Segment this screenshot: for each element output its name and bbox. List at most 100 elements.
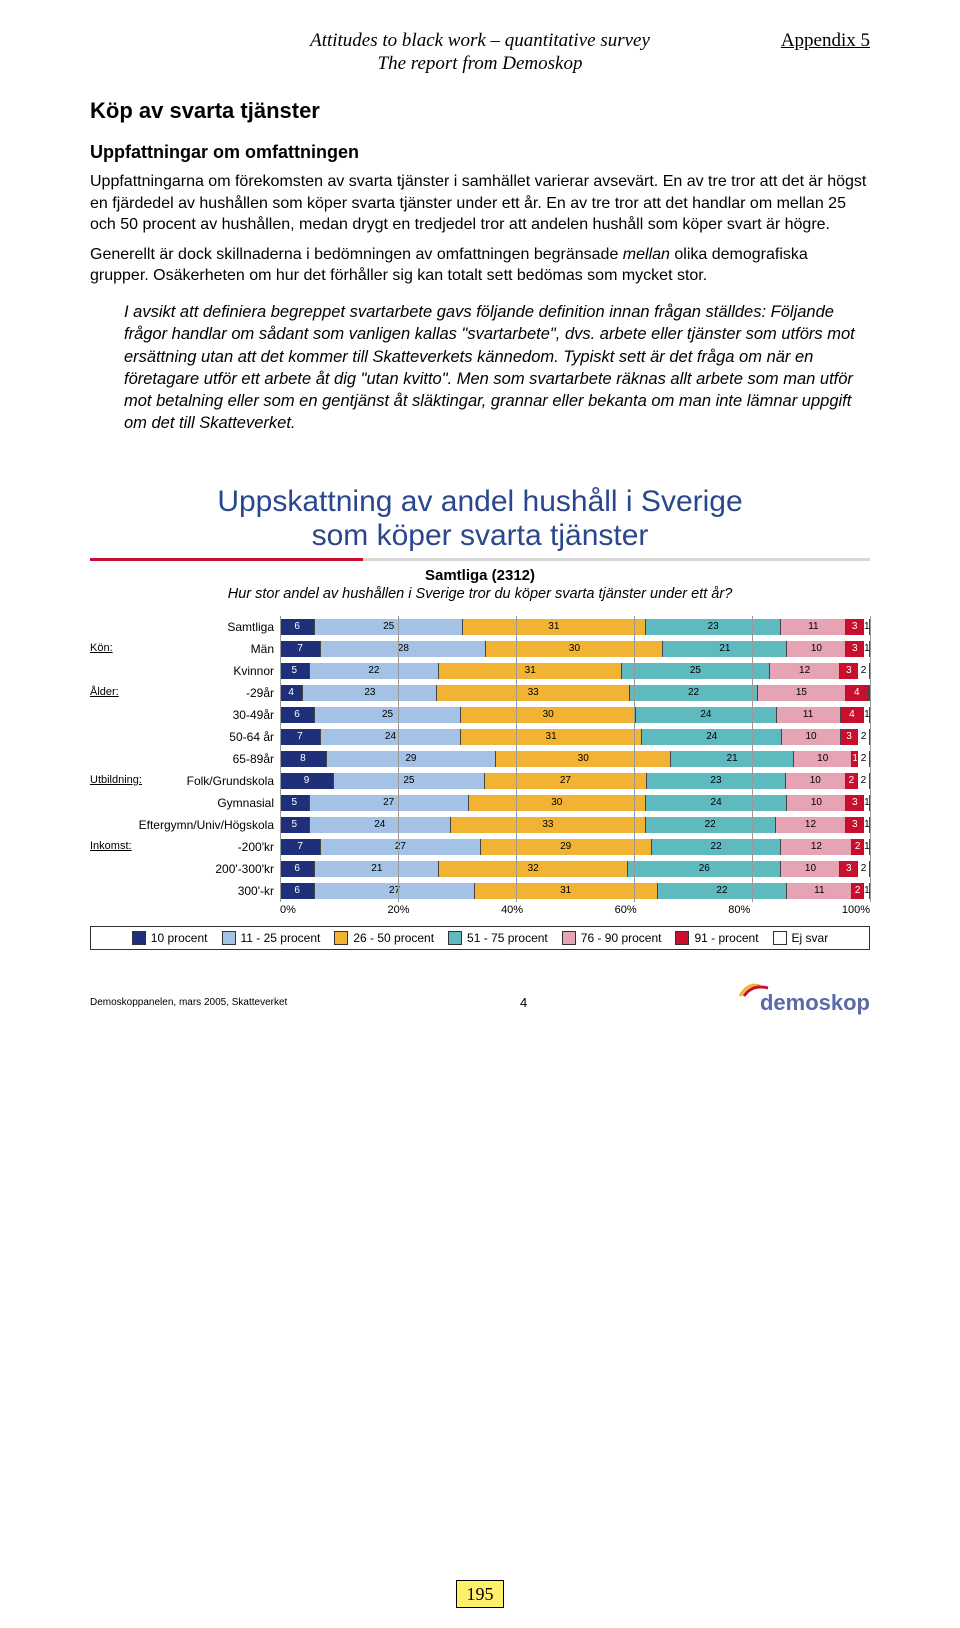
chart-bar-segment: 25	[334, 773, 485, 789]
legend-item: 11 - 25 procent	[222, 931, 321, 945]
chart-gridline	[870, 616, 871, 902]
chart-bar-segment: 8	[280, 751, 327, 767]
chart-bar-segment: 11	[787, 883, 852, 899]
chart-bar-segment: 11	[777, 707, 841, 723]
chart-row-label: 50-64 år	[90, 726, 280, 748]
chart-bar-segment: 31	[439, 663, 622, 679]
chart-bar-segment: 31	[463, 619, 646, 635]
legend-label: Ej svar	[792, 931, 829, 945]
chart-bar-segment: 2	[858, 773, 870, 789]
chart-bar-row: 72830211031	[280, 638, 870, 660]
legend-label: 10 procent	[151, 931, 208, 945]
chart-legend: 10 procent11 - 25 procent26 - 50 procent…	[90, 926, 870, 950]
chart-bar-segment: 2	[858, 751, 870, 767]
page-number: 195	[456, 1580, 504, 1608]
chart-sample-label: Samtliga (2312)	[90, 567, 870, 584]
chart-bar-segment: 1	[864, 883, 870, 899]
chart-bar-segment: 25	[315, 707, 461, 723]
chart-bar-segment: 23	[646, 619, 782, 635]
chart-row-label: 200'-300'kr	[90, 858, 280, 880]
chart-bar-segment: 27	[315, 883, 474, 899]
chart-bar-segment: 24	[646, 795, 788, 811]
chart-bar-segment: 27	[310, 795, 469, 811]
chart-bar-segment: 24	[321, 729, 461, 745]
chart-bar-segment: 25	[622, 663, 770, 679]
legend-label: 51 - 75 procent	[467, 931, 548, 945]
chart-bar-segment: 15	[758, 685, 845, 701]
chart-bar-segment: 12	[770, 663, 841, 679]
chart-bar-segment: 5	[280, 817, 310, 833]
chart-row-label: 300'-kr	[90, 880, 280, 902]
chart-bar-segment: 11	[781, 619, 846, 635]
chart-bar-segment: 10	[786, 773, 846, 789]
legend-label: 11 - 25 procent	[241, 931, 321, 945]
chart-axis-tick: 20%	[387, 904, 409, 916]
chart-bar-row: 72431241032	[280, 726, 870, 748]
chart-bar-row: 62531231131	[280, 616, 870, 638]
chart-row-label: Samtliga	[90, 616, 280, 638]
chart-bar-segment: 10	[794, 751, 852, 767]
demoskop-logo-text: demoskop	[760, 990, 870, 1015]
chart-bar-segment: 22	[630, 685, 758, 701]
chart-bar-row: 52231251232	[280, 660, 870, 682]
legend-item: Ej svar	[773, 931, 829, 945]
chart-bar-segment: 4	[841, 707, 864, 723]
chart-area: SamtligaMänKön:Kvinnor-29årÅlder:30-49år…	[90, 616, 870, 916]
paragraph-2a: Generellt är dock skillnaderna i bedömni…	[90, 246, 623, 263]
chart-bar-segment: 2	[858, 861, 870, 877]
doc-header-center: Attitudes to black work – quantitative s…	[310, 30, 650, 76]
legend-swatch	[562, 931, 576, 945]
chart-bar-segment: 7	[280, 729, 321, 745]
chart-bar-segment: 22	[310, 663, 440, 679]
doc-header-line1: Attitudes to black work – quantitative s…	[310, 30, 650, 53]
legend-item: 76 - 90 procent	[562, 931, 662, 945]
chart-bar-segment: 4	[846, 685, 869, 701]
chart-bar-segment: 2	[852, 839, 864, 855]
chart-bar-segment: 23	[303, 685, 437, 701]
chart-bar-segment: 24	[310, 817, 452, 833]
chart-row-label: 30-49år	[90, 704, 280, 726]
chart-bar-segment: 2	[846, 773, 858, 789]
chart-bar-segment: 30	[461, 707, 636, 723]
legend-label: 76 - 90 procent	[581, 931, 662, 945]
chart-bar-segment: 29	[327, 751, 496, 767]
chart-bar-segment: 10	[787, 641, 846, 657]
chart-bar-row: 52730241031	[280, 792, 870, 814]
legend-item: 10 procent	[132, 931, 208, 945]
chart-bar-segment: 2	[858, 729, 870, 745]
chart-bar-segment: 25	[315, 619, 463, 635]
chart-bar-segment: 5	[280, 795, 310, 811]
chart-bar-segment: 23	[647, 773, 785, 789]
chart-bar-segment: 29	[481, 839, 652, 855]
chart-bar-segment: 10	[782, 729, 840, 745]
subsection-title: Uppfattningar om omfattningen	[90, 142, 870, 163]
chart-bar-segment: 2	[852, 883, 864, 899]
chart-bar-segment: 33	[451, 817, 646, 833]
chart-row-label: Män	[90, 638, 280, 660]
chart-bar-segment: 12	[776, 817, 847, 833]
chart-bar-segment: 3	[846, 817, 864, 833]
chart-bar-segment: 22	[658, 883, 788, 899]
chart-bar-segment: 2	[858, 663, 870, 679]
paragraph-2: Generellt är dock skillnaderna i bedömni…	[90, 244, 870, 287]
chart-bar-segment: 3	[840, 663, 858, 679]
legend-item: 51 - 75 procent	[448, 931, 548, 945]
chart-axis-tick: 100%	[842, 904, 870, 916]
chart-bar-segment	[869, 685, 870, 701]
chart-bar-segment: 6	[280, 861, 315, 877]
chart-bar-segment: 5	[280, 663, 310, 679]
chart-row-label: 65-89år	[90, 748, 280, 770]
chart-bar-segment: 10	[781, 861, 840, 877]
demoskop-swoosh-icon	[738, 980, 770, 998]
appendix-label: Appendix 5	[781, 30, 870, 52]
chart-axis-tick: 60%	[615, 904, 637, 916]
chart-row-label: Kvinnor	[90, 660, 280, 682]
legend-swatch	[448, 931, 462, 945]
chart-footer-page: 4	[520, 995, 527, 1010]
chart-category-label: Ålder:	[90, 686, 119, 698]
chart-bar-segment: 6	[280, 619, 315, 635]
paragraph-1: Uppfattningarna om förekomsten av svarta…	[90, 171, 870, 236]
chart-bar-segment: 6	[280, 707, 315, 723]
chart-axis-labels: 0%20%40%60%80%100%	[280, 904, 870, 916]
chart-bar-segment: 7	[280, 641, 321, 657]
